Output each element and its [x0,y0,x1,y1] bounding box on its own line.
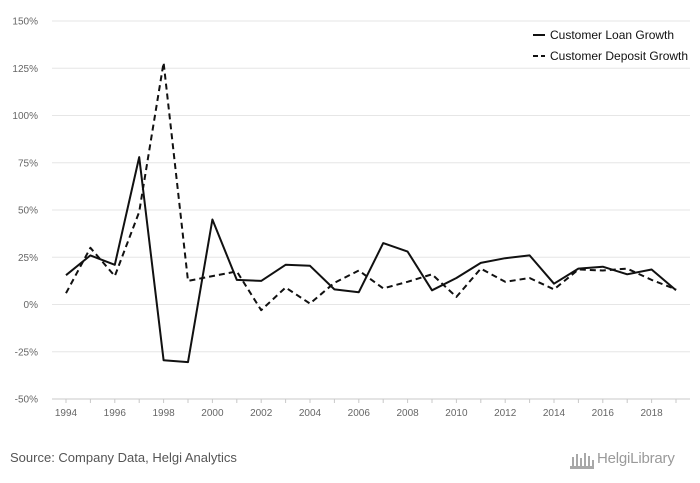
x-tick-label: 2014 [543,408,566,419]
x-tick-label: 1994 [55,408,78,419]
x-tick-label: 2008 [396,408,419,419]
logo-text: HelgiLibrary [597,450,675,467]
legend-label-deposit: Customer Deposit Growth [550,49,688,63]
x-tick-label: 1998 [152,408,175,419]
x-tick-label: 2016 [592,408,615,419]
y-tick-label: -50% [15,395,38,406]
y-tick-label: 75% [18,158,38,169]
x-tick-label: 1996 [104,408,127,419]
x-tick-label: 2010 [445,408,468,419]
library-building-icon [570,453,594,469]
series-line-customer-deposit-growth [65,61,677,312]
legend: Customer Loan Growth Customer Deposit Gr… [533,28,688,63]
y-tick-label: -25% [15,347,38,358]
grid-lines [52,20,690,400]
legend-label-loan: Customer Loan Growth [550,28,674,42]
helgi-library-logo: HelgiLibrary [568,448,692,472]
x-tick-label: 2000 [201,408,224,419]
y-tick-label: 25% [18,253,38,264]
y-tick-label: 100% [12,111,38,122]
x-tick-label: 2004 [299,408,322,419]
y-tick-label: 125% [12,64,38,75]
x-tick-label: 2002 [250,408,273,419]
source-note: Source: Company Data, Helgi Analytics [10,450,237,465]
x-tick-label: 2012 [494,408,517,419]
y-axis-ticks: 150% 125% 100% 75% 50% 25% 0% -25% -50% [12,17,38,406]
series-lines [65,61,677,364]
y-tick-label: 0% [24,300,39,311]
x-tick-label: 2018 [640,408,663,419]
y-tick-label: 150% [12,17,38,28]
x-tick-label: 2006 [348,408,371,419]
x-axis: 1994 1996 1998 2000 2002 2004 2006 2008 2010 2012… [52,398,690,419]
series-line-customer-loan-growth [65,156,677,364]
y-tick-label: 50% [18,206,38,217]
